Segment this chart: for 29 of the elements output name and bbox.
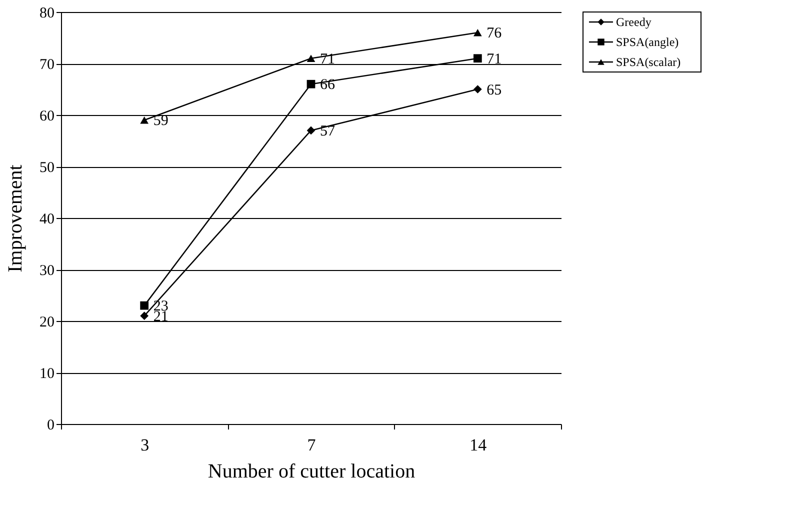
point [473,54,482,63]
x-tick-label: 3 [140,436,150,454]
y-tick-label: 70 [40,57,54,73]
y-tick-label: 80 [40,6,54,22]
point [306,126,316,135]
data-label: 65 [486,82,502,98]
y-tick-label: 30 [40,263,54,279]
point [140,116,149,124]
y-tick-label: 50 [40,160,54,176]
x-tick-label: 14 [470,436,488,454]
y-tick-label: 10 [40,366,54,382]
point [306,54,316,62]
x-tick-label: 7 [307,436,316,454]
x-axis-title: Number of cutter location [208,460,416,482]
point [473,85,482,94]
y-tick-label: 60 [40,108,54,124]
data-label: 76 [486,26,502,42]
legend-label: SPSA(scalar) [616,55,681,69]
data-label: 71 [486,51,502,68]
point [306,80,316,88]
y-tick-label: 20 [40,314,54,330]
y-tick-label: 40 [40,212,54,228]
legend-label: SPSA(angle) [616,35,679,49]
y-axis-title: Improvement [4,164,26,272]
point [140,301,149,310]
legend-label: Greedy [616,15,652,29]
y-tick-label: 0 [47,418,54,434]
point [473,28,482,36]
point [140,312,149,320]
